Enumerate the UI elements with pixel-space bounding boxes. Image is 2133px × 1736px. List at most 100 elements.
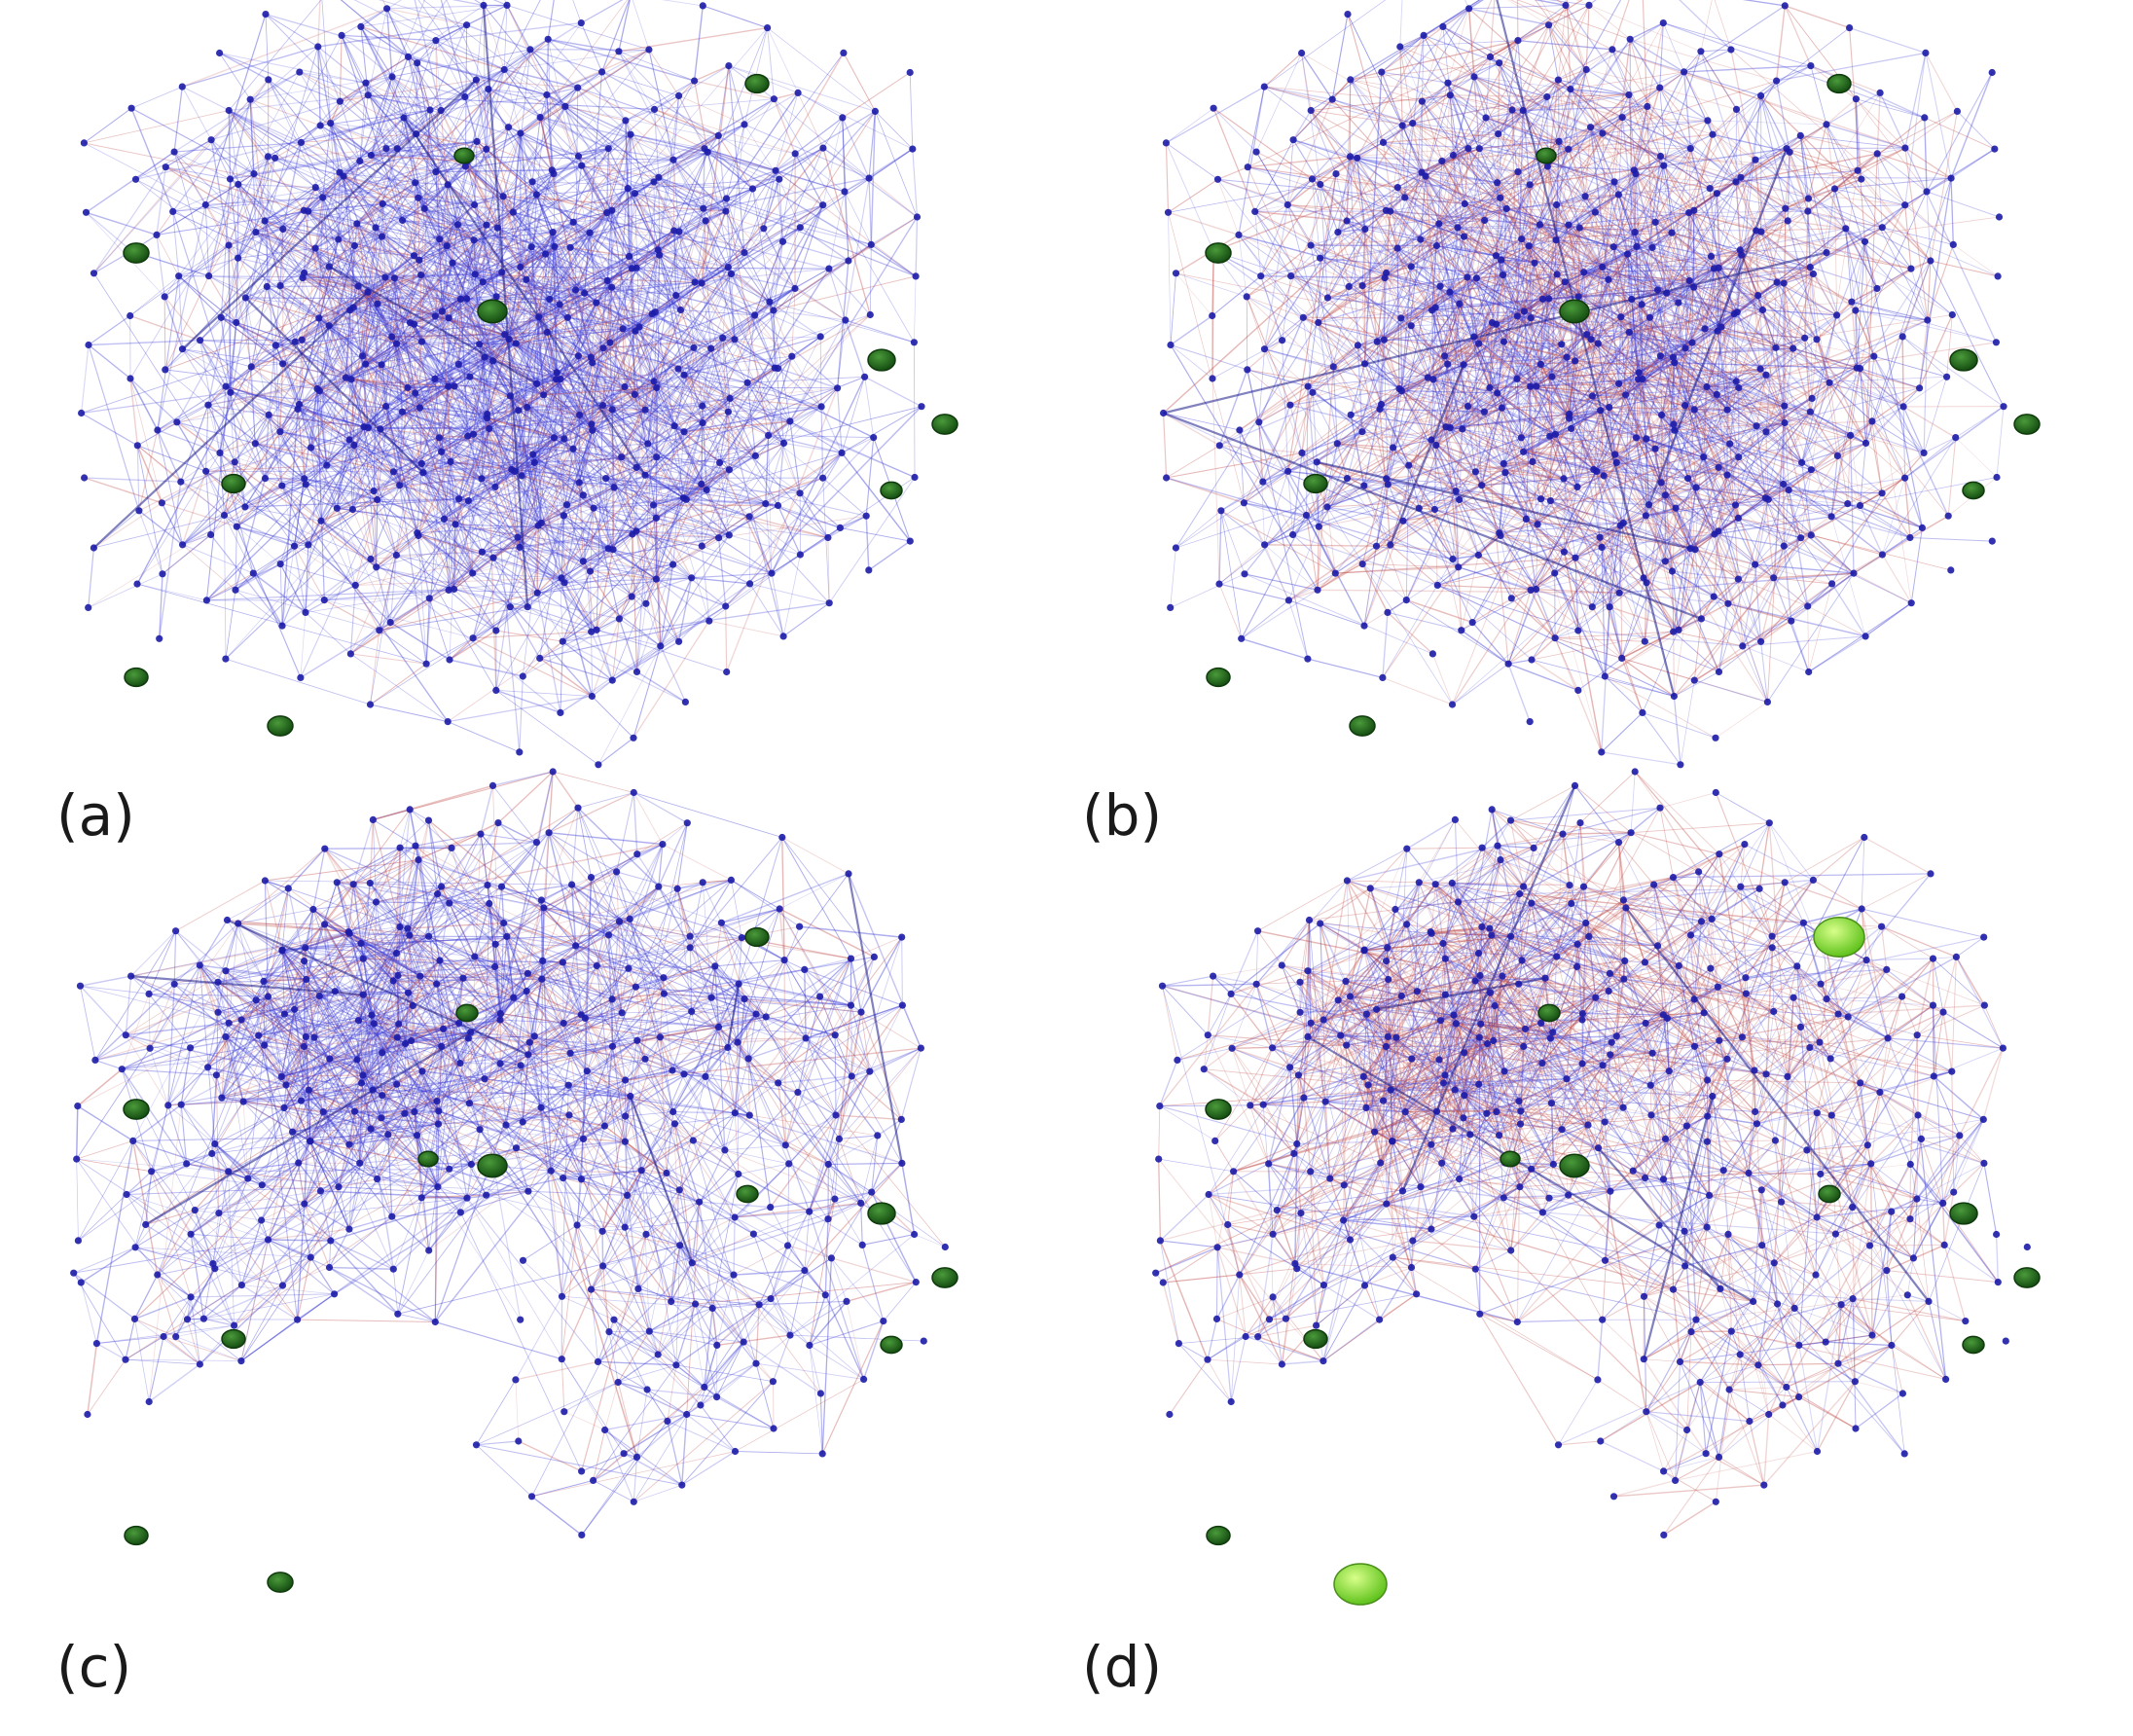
panel-a-node-1 — [127, 104, 135, 112]
panel-a-node-114 — [241, 503, 249, 511]
panel-a-edge-4290 — [827, 537, 830, 603]
panel-a-node-493 — [819, 474, 827, 482]
panel-a-edge-201 — [264, 220, 339, 240]
panel-a-node-307 — [514, 533, 522, 541]
panel-a-node-376 — [444, 718, 452, 726]
panel-a-node-192 — [305, 207, 312, 215]
panel-a-node-80 — [161, 293, 168, 301]
panel-a-node-415 — [845, 257, 852, 265]
panel-a-node-262 — [645, 46, 653, 54]
panel-a-edge-4234 — [915, 216, 919, 276]
panel-a-node-417 — [560, 512, 568, 520]
panel-a-node-401 — [557, 376, 564, 383]
panel-a-edge-1 — [84, 110, 230, 144]
panel-a-edge-296 — [314, 202, 383, 249]
panel-a-node-185 — [278, 622, 286, 630]
panel-a-node-465 — [641, 406, 649, 414]
panel-a-node-14 — [357, 22, 365, 30]
panel-a-edge-846 — [199, 339, 303, 342]
panel-a-edge-4041 — [828, 268, 847, 321]
panel-a-edge-4190 — [730, 110, 876, 274]
panel-b-edge-12 — [1264, 86, 1333, 100]
panel-a-edge-184 — [228, 244, 252, 368]
panel-a-node-296 — [373, 563, 380, 571]
panel-a-edge-4295 — [868, 540, 911, 571]
panel-a-node-134 — [503, 1, 511, 9]
panel-a-node-176 — [232, 586, 239, 594]
panel-a-edge-3331 — [545, 253, 660, 256]
panel-a-node-432 — [519, 672, 526, 680]
panel-a-edge-350 — [415, 182, 450, 318]
panel-a-node-433 — [559, 637, 566, 645]
panel-a-node-195 — [437, 106, 445, 115]
panel-a-edge-4114 — [701, 452, 843, 547]
panel-a-edge-4043 — [845, 319, 915, 344]
panel-a-node-103 — [471, 200, 479, 209]
panel-a-edge-4088 — [777, 367, 838, 389]
panel-a-edge-295 — [304, 247, 316, 273]
panel-a-edge-573 — [88, 573, 163, 608]
panel-a-edge-402 — [318, 238, 340, 319]
panel-a-node-315 — [506, 603, 514, 611]
panel-a-node-352 — [452, 521, 459, 528]
panel-a-marked-node-6 — [880, 481, 903, 500]
panel-a-node-344 — [447, 457, 454, 466]
panel-a-node-281 — [416, 404, 424, 412]
panel-a-node-430 — [786, 417, 794, 425]
panel-a-node-423 — [842, 316, 850, 324]
panel-a-edge-104 — [165, 166, 231, 180]
panel-a-node-67 — [296, 68, 304, 76]
panel-a-edge-46 — [173, 151, 257, 233]
panel-a-node-112 — [159, 570, 166, 578]
panel-a-node-451 — [722, 207, 730, 215]
panel-a-edges — [81, 0, 922, 766]
panel-a-marked-node-2 — [477, 299, 508, 324]
panel-a-edge-205 — [237, 220, 266, 259]
panel-a-node-170 — [323, 461, 331, 469]
panel-a-node-309 — [602, 475, 610, 483]
panel-a-edge-1943 — [352, 509, 417, 534]
panel-a-node-210 — [390, 274, 398, 282]
panel-a-node-272 — [378, 361, 385, 369]
panel-a-edge-175 — [178, 275, 237, 323]
panel-a-node-31 — [400, 114, 408, 122]
panel-a-node-168 — [233, 523, 240, 530]
panel-a-edge-180 — [228, 173, 255, 246]
panel-a-node-252 — [478, 548, 486, 556]
panel-a-node-225 — [350, 441, 358, 450]
panel-a-node-110 — [431, 312, 439, 320]
panel-a-node-456 — [589, 359, 597, 367]
panel-a-node-90 — [241, 294, 249, 302]
panel-a-edge-262 — [182, 348, 232, 393]
panel-a-node-362 — [537, 519, 545, 527]
panel-a-edge-356 — [136, 445, 182, 483]
panel-a-edge-198 — [264, 148, 387, 222]
panel-a-node-109 — [388, 333, 396, 341]
panel-a-node-424 — [524, 603, 531, 611]
panel-a-edge-292 — [255, 232, 316, 249]
panel-a-edge-396 — [274, 277, 304, 346]
panel-a-node-353 — [491, 483, 499, 490]
panel-a-node-478 — [866, 310, 874, 319]
panel-a-edge-283 — [266, 210, 309, 287]
panel-a-node-157 — [453, 221, 462, 229]
panel-a-edge-4050 — [564, 577, 692, 584]
panel-a-marked-node-0 — [744, 73, 770, 94]
panel-a-edge-253 — [129, 378, 178, 423]
panel-a-node-337 — [489, 357, 497, 365]
panel-a-node-326 — [725, 62, 733, 70]
panel-a-node-485 — [817, 403, 825, 411]
panel-b-edge-8 — [1263, 53, 1302, 88]
panel-a-node-140 — [413, 130, 420, 138]
panel-a-edge-316 — [338, 223, 358, 240]
panel-a-node-205 — [536, 114, 544, 122]
panel-a-edge-179 — [204, 204, 230, 246]
panel-a-node-492 — [774, 501, 782, 510]
panel-a-node-86 — [426, 106, 434, 114]
panel-a-edge-307 — [314, 247, 369, 428]
panel-a-edge-3741 — [448, 695, 593, 723]
panel-a-edge-711 — [156, 235, 165, 297]
panel-a-node-212 — [483, 221, 490, 229]
panel-a-edge-15 — [219, 52, 341, 102]
panel-a-node-426 — [609, 546, 617, 554]
